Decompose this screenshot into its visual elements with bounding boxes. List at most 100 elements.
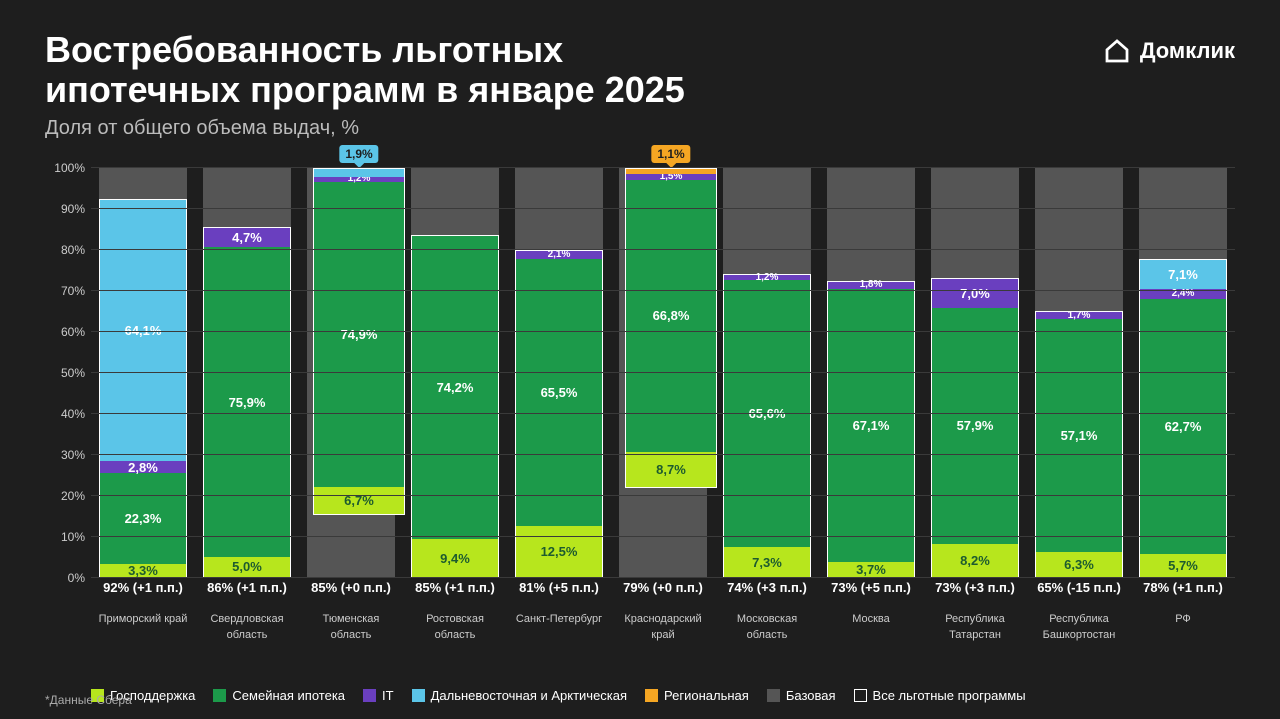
stack-bar: 7,3%65,6%1,2% xyxy=(723,274,811,578)
x-region-label: Санкт-Петербург xyxy=(516,613,602,625)
stack-bar: 6,7%74,9%1,2%1,9% xyxy=(313,168,405,515)
grid-line xyxy=(91,577,1235,578)
y-axis: 0%10%20%30%40%50%60%70%80%90%100% xyxy=(45,168,91,578)
legend-item-fam: Семейная ипотека xyxy=(213,688,345,703)
segment-it: 1,2% xyxy=(724,275,810,280)
segment-fam: 75,9% xyxy=(204,247,290,556)
footnote: *Данные Сбера xyxy=(45,693,132,707)
x-total-label: 92% (+1 п.п.) xyxy=(93,580,193,596)
bar-column: 8,7%66,8%1,5%1,1% xyxy=(611,168,715,578)
segment-it: 1,8% xyxy=(828,282,914,289)
bar-column: 5,0%75,9%4,7% xyxy=(195,168,299,578)
y-tick: 10% xyxy=(61,530,85,544)
bar-column: 6,7%74,9%1,2%1,9% xyxy=(299,168,403,578)
bar-column: 12,5%65,5%2,1% xyxy=(507,168,611,578)
grid-line xyxy=(91,290,1235,291)
x-region-label-2: область xyxy=(435,629,476,641)
segment-gos: 9,4% xyxy=(412,539,498,577)
x-total-label: 65% (-15 п.п.) xyxy=(1029,580,1129,596)
x-label: 85% (+0 п.п.) Тюменская область xyxy=(299,580,403,643)
x-axis-labels: 92% (+1 п.п.) Приморский край 86% (+1 п.п.… xyxy=(91,580,1235,643)
legend-label: Семейная ипотека xyxy=(232,688,345,703)
segment-it: 1,7% xyxy=(1036,312,1122,319)
bar-column: 9,4%74,2% xyxy=(403,168,507,578)
x-region-label-2: область xyxy=(331,629,372,641)
grid-line xyxy=(91,495,1235,496)
segment-gos: 3,3% xyxy=(100,564,186,577)
x-region-label: Тюменская xyxy=(323,613,380,625)
segment-fam: 67,1% xyxy=(828,289,914,562)
y-tick: 20% xyxy=(61,489,85,503)
page-subtitle: Доля от общего объема выдач, % xyxy=(45,117,685,140)
bar-column: 8,2%57,9%7,0% xyxy=(923,168,1027,578)
legend-label: IT xyxy=(382,688,394,703)
grid-line xyxy=(91,208,1235,209)
stack-bar: 5,0%75,9%4,7% xyxy=(203,227,291,578)
stack-bar: 3,7%67,1%1,8% xyxy=(827,281,915,579)
logo: Домклик xyxy=(1102,36,1235,66)
chart: 0%10%20%30%40%50%60%70%80%90%100% 3,3%22… xyxy=(45,168,1235,638)
y-tick: 70% xyxy=(61,284,85,298)
x-label: 73% (+3 п.п.)РеспубликаТатарстан xyxy=(923,580,1027,643)
segment-gos: 3,7% xyxy=(828,562,914,577)
segment-it: 1,2% xyxy=(314,177,404,182)
legend-item-arc: Дальневосточная и Арктическая xyxy=(412,688,627,703)
segment-gos: 6,7% xyxy=(314,487,404,514)
grid-line xyxy=(91,249,1235,250)
segment-gos: 7,3% xyxy=(724,547,810,577)
x-region-label: Ростовская xyxy=(426,613,484,625)
x-region-label: РФ xyxy=(1175,613,1191,625)
x-label: 81% (+5 п.п.) Санкт-Петербург xyxy=(507,580,611,643)
y-tick: 0% xyxy=(68,571,85,585)
legend-swatch xyxy=(412,689,425,702)
y-tick: 100% xyxy=(54,161,85,175)
x-region-label-2: край xyxy=(651,629,674,641)
y-tick: 80% xyxy=(61,243,85,257)
x-total-label: 78% (+1 п.п.) xyxy=(1133,580,1233,596)
y-tick: 90% xyxy=(61,202,85,216)
bar-column: 7,3%65,6%1,2% xyxy=(715,168,819,578)
y-tick: 40% xyxy=(61,407,85,421)
segment-it: 7,0% xyxy=(932,279,1018,308)
y-tick: 50% xyxy=(61,366,85,380)
stack-bar: 3,3%22,3%2,8%64,1% xyxy=(99,199,187,578)
title-line-2: ипотечных программ в январе 2025 xyxy=(45,69,685,110)
header: Востребованность льготных ипотечных прог… xyxy=(45,30,1235,140)
x-region-label: Республика xyxy=(945,613,1005,625)
x-region-label: Свердловская xyxy=(210,613,283,625)
x-total-label: 81% (+5 п.п.) xyxy=(509,580,609,596)
legend-item-it: IT xyxy=(363,688,394,703)
x-total-label: 85% (+0 п.п.) xyxy=(301,580,401,596)
segment-gos: 5,0% xyxy=(204,557,290,577)
x-label: 74% (+3 п.п.)Московскаяобласть xyxy=(715,580,819,643)
legend-swatch-outline xyxy=(854,689,867,702)
x-total-label: 74% (+3 п.п.) xyxy=(717,580,817,596)
bar-column: 3,7%67,1%1,8% xyxy=(819,168,923,578)
x-region-label-2: Башкортостан xyxy=(1043,629,1116,641)
segment-it: 1,5% xyxy=(626,174,716,180)
grid-line xyxy=(91,454,1235,455)
bar-column: 6,3%57,1%1,7% xyxy=(1027,168,1131,578)
x-total-label: 86% (+1 п.п.) xyxy=(197,580,297,596)
x-total-label: 73% (+3 п.п.) xyxy=(925,580,1025,596)
bars-container: 3,3%22,3%2,8%64,1%5,0%75,9%4,7%6,7%74,9%… xyxy=(91,168,1235,578)
segment-it: 4,7% xyxy=(204,228,290,247)
stack-bar: 8,7%66,8%1,5%1,1% xyxy=(625,168,717,488)
segment-reg xyxy=(626,169,716,173)
x-label: 65% (-15 п.п.)РеспубликаБашкортостан xyxy=(1027,580,1131,643)
grid-line xyxy=(91,372,1235,373)
segment-fam: 74,2% xyxy=(412,236,498,538)
grid-line xyxy=(91,331,1235,332)
segment-gos: 8,2% xyxy=(932,544,1018,577)
stack-bar: 9,4%74,2% xyxy=(411,235,499,578)
legend-swatch xyxy=(363,689,376,702)
grid-line xyxy=(91,413,1235,414)
x-region-label: Приморский край xyxy=(99,613,188,625)
segment-gos: 6,3% xyxy=(1036,552,1122,578)
y-tick: 60% xyxy=(61,325,85,339)
segment-fam: 57,9% xyxy=(932,308,1018,544)
x-region-label-2: область xyxy=(747,629,788,641)
x-label: 73% (+5 п.п.)Москва xyxy=(819,580,923,643)
x-total-label: 73% (+5 п.п.) xyxy=(821,580,921,596)
segment-arc xyxy=(314,169,404,177)
